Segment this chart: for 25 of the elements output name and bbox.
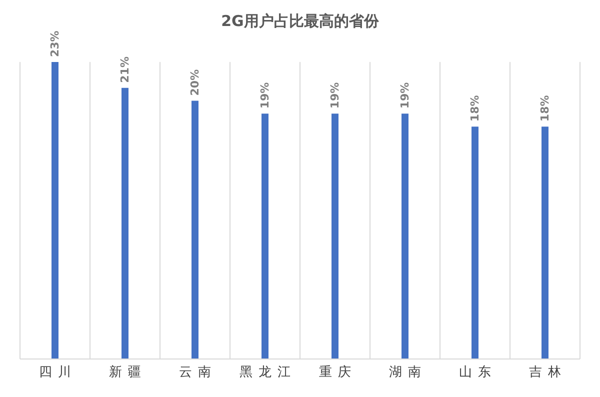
x-tick-label: 湖南 xyxy=(389,365,427,380)
x-tick-label: 重庆 xyxy=(319,365,357,380)
data-label: 23% xyxy=(48,30,62,57)
bar xyxy=(52,62,58,359)
bar xyxy=(192,100,198,359)
x-tick-label: 四川 xyxy=(39,365,77,380)
bar xyxy=(472,126,478,359)
data-label: 19% xyxy=(398,82,412,109)
bar xyxy=(402,114,408,359)
x-tick-label: 吉林 xyxy=(529,365,567,380)
bar xyxy=(122,88,128,359)
chart-title: 2G用户占比最高的省份 xyxy=(220,12,380,31)
data-label: 20% xyxy=(188,69,202,96)
data-label: 21% xyxy=(118,56,132,83)
bar xyxy=(262,114,268,359)
x-tick-label: 新疆 xyxy=(109,365,147,380)
x-tick-label: 山东 xyxy=(459,365,497,380)
bar xyxy=(332,114,338,359)
data-label: 18% xyxy=(538,95,552,122)
x-tick-label: 云南 xyxy=(179,365,217,380)
bar xyxy=(542,126,548,359)
data-label: 19% xyxy=(258,82,272,109)
x-tick-label: 黑龙江 xyxy=(240,365,296,380)
data-label: 19% xyxy=(328,82,342,109)
data-label: 18% xyxy=(468,95,482,122)
